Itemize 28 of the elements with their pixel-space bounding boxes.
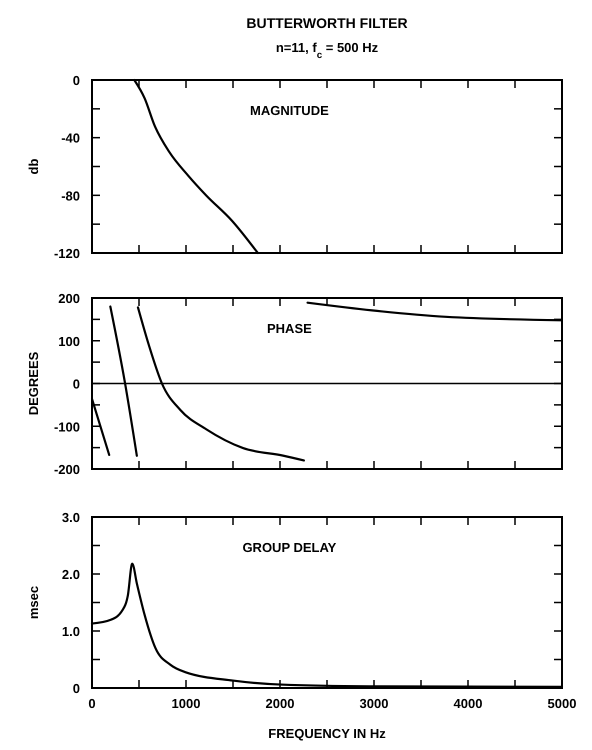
y-tick-label: -80: [61, 188, 80, 204]
y-tick-label: 0: [72, 376, 80, 392]
y-tick-label: 3.0: [62, 510, 80, 525]
x-tick-label: 3000: [360, 696, 388, 711]
y-axis-title: DEGREES: [26, 351, 41, 416]
x-tick-label: 5000: [548, 696, 576, 711]
y-tick-label: 200: [58, 291, 80, 306]
y-tick-label: 100: [58, 334, 80, 349]
x-tick-label: 1000: [172, 696, 200, 711]
y-tick-label: 2.0: [62, 567, 80, 582]
y-tick-label: 1.0: [62, 624, 80, 639]
y-tick-label: 0: [72, 681, 80, 696]
annotation: GROUP DELAY: [242, 540, 337, 555]
y-tick-label: 0: [72, 73, 80, 88]
x-tick-label: 0: [88, 696, 96, 711]
y-tick-label: -120: [54, 246, 80, 261]
y-axis-title: msec: [26, 586, 41, 620]
x-tick-label: 2000: [266, 696, 294, 711]
chart-title: BUTTERWORTH FILTER: [246, 15, 408, 31]
x-axis-title: FREQUENCY IN Hz: [268, 726, 386, 741]
y-tick-label: -200: [54, 462, 80, 477]
y-tick-label: -40: [61, 130, 80, 146]
x-tick-label: 4000: [454, 696, 482, 711]
annotation: PHASE: [267, 321, 312, 336]
y-axis-title: db: [26, 158, 41, 174]
y-tick-label: -100: [54, 419, 80, 434]
annotation: MAGNITUDE: [250, 103, 330, 118]
chart-subtitle: n=11, f$_{c}$ = 500 Hz: [276, 40, 379, 60]
